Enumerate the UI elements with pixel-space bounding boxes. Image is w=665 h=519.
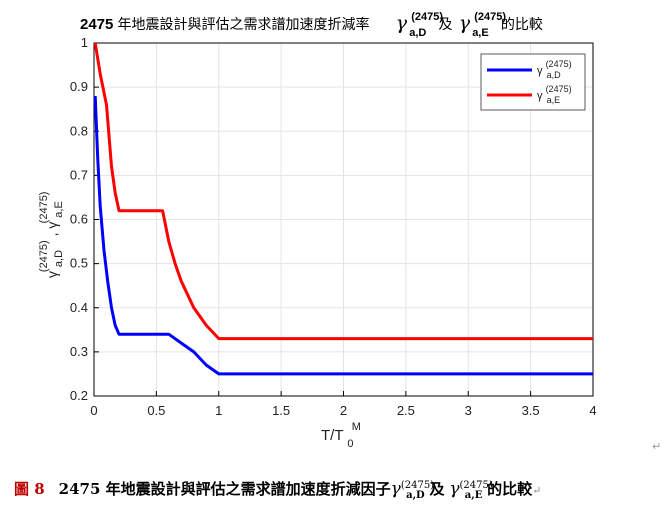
legend-sub-d: a,D [547,70,562,80]
y-tick-label: 0.5 [70,256,88,271]
x-tick-label: 0.5 [147,403,165,418]
legend-gamma-e: γ [537,90,543,102]
legend-box [480,53,586,111]
y-tick-label: 0.8 [70,123,88,138]
x-tick-label: 0 [90,403,97,418]
legend-sup-d: (2475) [546,59,572,69]
chart-svg: 2475 年地震設計與評估之需求譜加速度折減率 γ (2475) a,D 及 γ… [34,7,597,451]
figure-caption: 圖 8 2475 年地震設計與評估之需求譜加速度折減因子γ(2475)a,D 及 … [14,478,659,501]
caption-text: 2475 年地震設計與評估之需求譜加速度折減因子 [58,480,391,498]
series-line-gamma-a-e [93,42,593,341]
x-axis-label-text: T/T [321,427,343,444]
title-connector: 及 [439,16,453,32]
y-label-sup-d: (2475) [38,240,50,272]
x-tick-label: 1 [215,403,222,418]
y-label-gamma-d: γ [44,271,60,278]
return-mark-figure: ↵ [652,440,662,453]
x-tick-label: 3.5 [522,403,540,418]
caption-connector: 及 [429,480,445,498]
y-label-sep: , [44,229,60,237]
y-tick-label: 1 [81,35,88,50]
x-axis-ticks: 0 0.5 1 1.5 2 2.5 3 3.5 4 [90,391,597,418]
title-gamma-e-sup: (2475) [474,11,506,23]
legend-entry-d: γ (2475) a,D [537,58,575,80]
caption-sup-e: (2475) [459,480,493,491]
legend-sup-e: (2475) [546,84,572,94]
y-tick-label: 0.6 [70,212,88,227]
caption-return-mark: ↵ [532,484,542,497]
series-lines [93,42,593,376]
y-tick-label: 0.2 [70,388,88,403]
y-label-sub-e: a,E [53,201,65,218]
x-tick-label: 4 [589,403,596,418]
legend-sub-e: a,E [547,95,561,105]
legend-gamma-d: γ [537,65,543,77]
caption-gamma-e: γ [449,479,460,499]
title-gamma-d-sup: (2475) [411,11,443,23]
y-axis-ticks: 0.2 0.3 0.4 0.5 0.6 0.7 0.8 0.9 1 [70,35,99,403]
x-tick-label: 1.5 [272,403,290,418]
caption-suffix: 的比較 [487,480,533,498]
y-tick-label: 0.4 [70,300,88,315]
y-label-sub-d: a,D [53,250,65,267]
caption-sub-d: a,D [406,490,425,501]
caption-gamma-d: γ [390,479,401,499]
caption-sub-e: a,E [464,490,483,501]
title-suffix: 的比較 [501,16,543,32]
x-axis-label-sub: 0 [347,438,353,450]
legend-entry-e: γ (2475) a,E [537,83,575,105]
x-axis-label-sup: M [352,421,361,433]
y-tick-label: 0.9 [70,79,88,94]
x-tick-label: 3 [465,403,472,418]
legend: γ (2475) a,D γ (2475) a,E [480,53,586,111]
caption-sup-d: (2475) [400,480,435,491]
title-prefix: 2475 [80,16,113,33]
series-line-gamma-a-d [93,95,593,376]
y-label-gamma-e: γ [44,222,60,229]
x-axis-label: T/T 0 M [321,421,361,451]
y-tick-label: 0.3 [70,344,88,359]
chart-title: 2475 年地震設計與評估之需求譜加速度折減率 γ (2475) a,D 及 γ… [80,7,543,40]
title-gamma-e-sub: a,E [472,27,489,39]
title-gamma-d-sub: a,D [409,27,426,39]
caption-label: 圖 8 [14,480,45,498]
y-label-sup-e: (2475) [38,192,50,224]
title-text: 年地震設計與評估之需求譜加速度折減率 [118,16,370,32]
y-tick-label: 0.7 [70,167,88,182]
x-tick-label: 2 [340,403,347,418]
title-gamma-d: γ [396,12,408,34]
y-axis-label: γ a,D (2475) , γ a,E (2475) [34,192,65,278]
x-tick-label: 2.5 [397,403,415,418]
title-gamma-e: γ [459,12,471,34]
